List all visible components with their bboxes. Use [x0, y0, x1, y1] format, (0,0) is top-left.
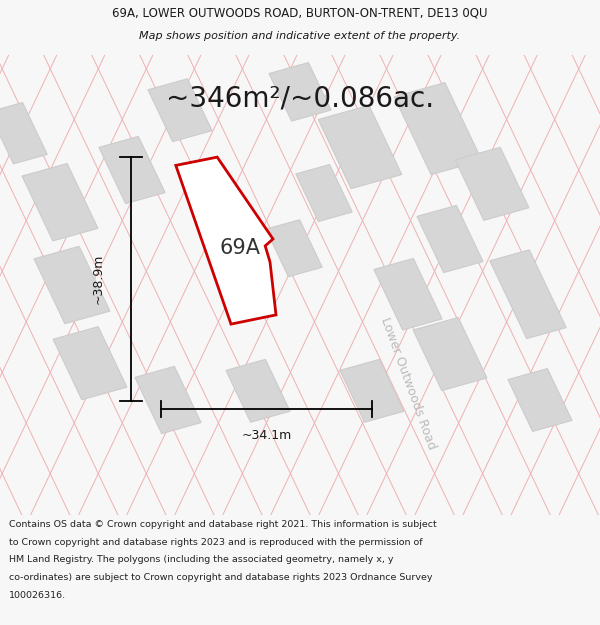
- Polygon shape: [53, 327, 127, 400]
- Polygon shape: [22, 164, 98, 241]
- Text: to Crown copyright and database rights 2023 and is reproduced with the permissio: to Crown copyright and database rights 2…: [9, 538, 422, 547]
- Polygon shape: [394, 82, 482, 174]
- Polygon shape: [226, 359, 290, 423]
- Text: Lower Outwoods Road: Lower Outwoods Road: [378, 316, 438, 452]
- Polygon shape: [34, 246, 110, 324]
- Polygon shape: [296, 164, 352, 221]
- Polygon shape: [318, 106, 402, 189]
- Text: Map shows position and indicative extent of the property.: Map shows position and indicative extent…: [139, 31, 461, 41]
- Text: 100026316.: 100026316.: [9, 591, 66, 600]
- Polygon shape: [413, 318, 487, 391]
- Text: 69A: 69A: [220, 238, 260, 258]
- Polygon shape: [455, 148, 529, 221]
- Polygon shape: [417, 206, 483, 272]
- Polygon shape: [269, 62, 331, 121]
- Polygon shape: [266, 220, 322, 277]
- Text: ~38.9m: ~38.9m: [91, 254, 104, 304]
- Text: HM Land Registry. The polygons (including the associated geometry, namely x, y: HM Land Registry. The polygons (includin…: [9, 556, 394, 564]
- Polygon shape: [490, 250, 566, 339]
- Polygon shape: [340, 359, 404, 423]
- Text: co-ordinates) are subject to Crown copyright and database rights 2023 Ordnance S: co-ordinates) are subject to Crown copyr…: [9, 573, 433, 582]
- Polygon shape: [135, 366, 201, 434]
- Text: ~34.1m: ~34.1m: [241, 429, 292, 442]
- Polygon shape: [99, 136, 165, 204]
- Text: 69A, LOWER OUTWOODS ROAD, BURTON-ON-TRENT, DE13 0QU: 69A, LOWER OUTWOODS ROAD, BURTON-ON-TREN…: [112, 6, 488, 19]
- Polygon shape: [374, 258, 442, 330]
- Polygon shape: [148, 79, 212, 142]
- Polygon shape: [508, 369, 572, 431]
- Polygon shape: [176, 157, 276, 324]
- Text: Contains OS data © Crown copyright and database right 2021. This information is : Contains OS data © Crown copyright and d…: [9, 520, 437, 529]
- Polygon shape: [0, 102, 47, 164]
- Text: ~346m²/~0.086ac.: ~346m²/~0.086ac.: [166, 85, 434, 113]
